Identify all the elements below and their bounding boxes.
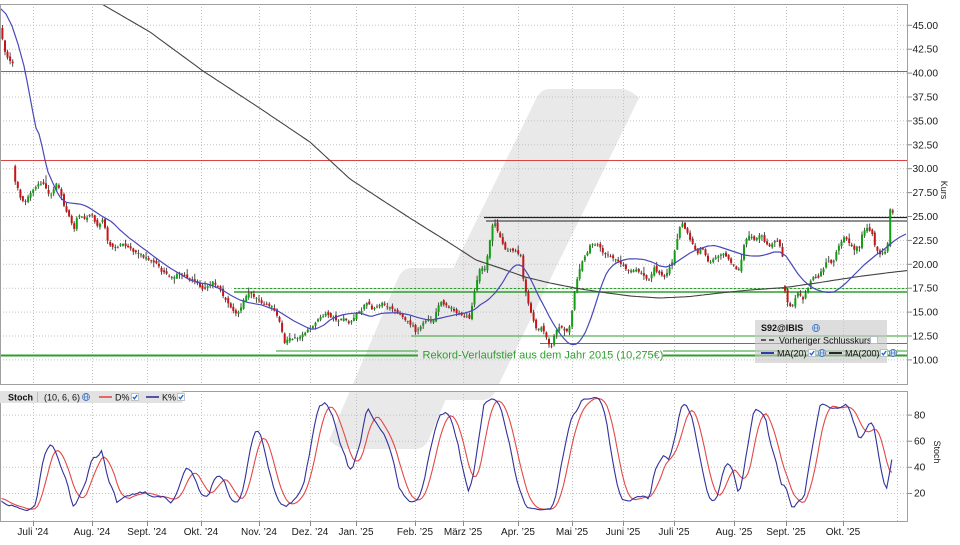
svg-text:Vorheriger Schlusskurs: Vorheriger Schlusskurs [779,336,872,346]
svg-text:MA(20): MA(20) [777,349,807,359]
svg-text:80: 80 [914,410,926,421]
svg-text:37.50: 37.50 [913,93,939,104]
svg-text:Okt. ’25: Okt. ’25 [826,527,861,538]
svg-text:S92@IBIS: S92@IBIS [761,323,803,333]
svg-text:12.50: 12.50 [913,332,939,343]
svg-text:Jan. ’25: Jan. ’25 [338,527,373,538]
svg-text:20: 20 [914,489,926,500]
svg-text:Juli ’25: Juli ’25 [658,527,690,538]
svg-text:22.50: 22.50 [913,236,939,247]
svg-text:60: 60 [914,436,926,447]
svg-text:Stoch: Stoch [932,440,942,463]
svg-text:45.00: 45.00 [913,21,939,32]
svg-text:K%: K% [162,393,176,403]
svg-text:10.00: 10.00 [913,355,939,366]
svg-text:30.00: 30.00 [913,164,939,175]
svg-text:20.00: 20.00 [913,260,939,271]
svg-text:40.00: 40.00 [913,69,939,80]
svg-text:Aug. ’25: Aug. ’25 [716,527,753,538]
svg-text:Dez. ’24: Dez. ’24 [292,527,329,538]
svg-text:Okt. ’24: Okt. ’24 [184,527,219,538]
svg-text:Mai ’25: Mai ’25 [556,527,589,538]
svg-text:Kurs: Kurs [939,181,949,200]
svg-text:42.50: 42.50 [913,45,939,56]
svg-text:27.50: 27.50 [913,188,939,199]
svg-text:Feb. ’25: Feb. ’25 [397,527,434,538]
svg-text:Juli ’24: Juli ’24 [17,527,49,538]
svg-text:Stoch: Stoch [8,393,33,403]
svg-text:17.50: 17.50 [913,284,939,295]
svg-text:25.00: 25.00 [913,212,939,223]
svg-text:MA(200): MA(200) [845,349,880,359]
svg-text:März ’25: März ’25 [444,527,483,538]
svg-text:(10, 6, 6): (10, 6, 6) [44,393,80,403]
svg-text:Juni ’25: Juni ’25 [606,527,641,538]
svg-text:35.00: 35.00 [913,116,939,127]
svg-text:Apr. ’25: Apr. ’25 [501,527,535,538]
svg-text:40: 40 [914,463,926,474]
svg-text:Rekord-Verlaufstief aus dem Ja: Rekord-Verlaufstief aus dem Jahr 2015 (1… [423,350,664,362]
svg-text:Nov. ’24: Nov. ’24 [241,527,277,538]
svg-text:15.00: 15.00 [913,308,939,319]
svg-text:Sept. ’25: Sept. ’25 [766,527,806,538]
svg-text:Aug. ’24: Aug. ’24 [74,527,111,538]
svg-text:32.50: 32.50 [913,140,939,151]
svg-text:D%: D% [115,393,130,403]
svg-text:Sept. ’24: Sept. ’24 [127,527,167,538]
